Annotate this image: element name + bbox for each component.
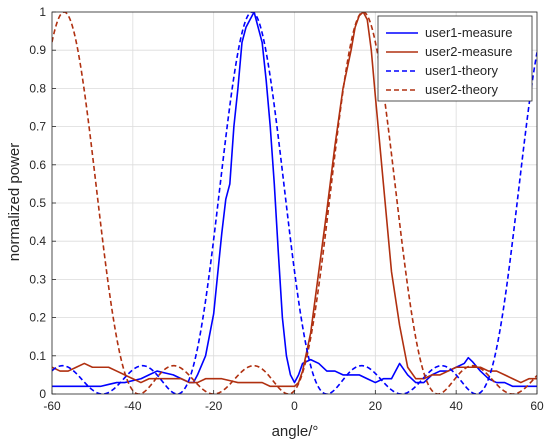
y-tick-label: 0.1 — [29, 349, 46, 363]
y-tick-label: 0.5 — [29, 196, 46, 210]
y-tick-label: 0.6 — [29, 158, 46, 172]
series-line-user1-theory — [52, 12, 537, 394]
ticks: -60 -40 -20 0 20 40 60 0 0.1 0.2 0.3 0.4 0.5 0.6 0.7 0.… — [29, 5, 544, 413]
x-tick-label: 60 — [530, 399, 544, 413]
x-tick-label: -60 — [43, 399, 61, 413]
y-tick-label: 0.8 — [29, 81, 46, 95]
legend: user1-measure user2-measure user1-theory… — [377, 15, 533, 102]
y-tick-label: 0.4 — [29, 234, 46, 248]
x-axis-label: angle/° — [272, 423, 319, 440]
legend-box — [377, 15, 533, 102]
legend-label-user1-measure: user1-measure — [425, 25, 512, 40]
legend-label-user2-measure: user2-measure — [425, 44, 512, 59]
y-tick-label: 0.7 — [29, 120, 46, 134]
y-tick-label: 0.2 — [29, 311, 46, 325]
y-axis-label: normalized power — [6, 143, 23, 261]
x-tick-label: 0 — [291, 399, 298, 413]
y-tick-label: 0.3 — [29, 272, 46, 286]
y-tick-label: 0 — [39, 387, 46, 401]
x-tick-label: 40 — [449, 399, 463, 413]
x-tick-label: -40 — [124, 399, 142, 413]
legend-label-user1-theory: user1-theory — [425, 63, 498, 78]
y-tick-label: 0.9 — [29, 43, 46, 57]
legend-label-user2-theory: user2-theory — [425, 82, 498, 97]
y-tick-label: 1 — [39, 5, 46, 19]
x-tick-label: 20 — [369, 399, 383, 413]
x-tick-label: -20 — [205, 399, 223, 413]
